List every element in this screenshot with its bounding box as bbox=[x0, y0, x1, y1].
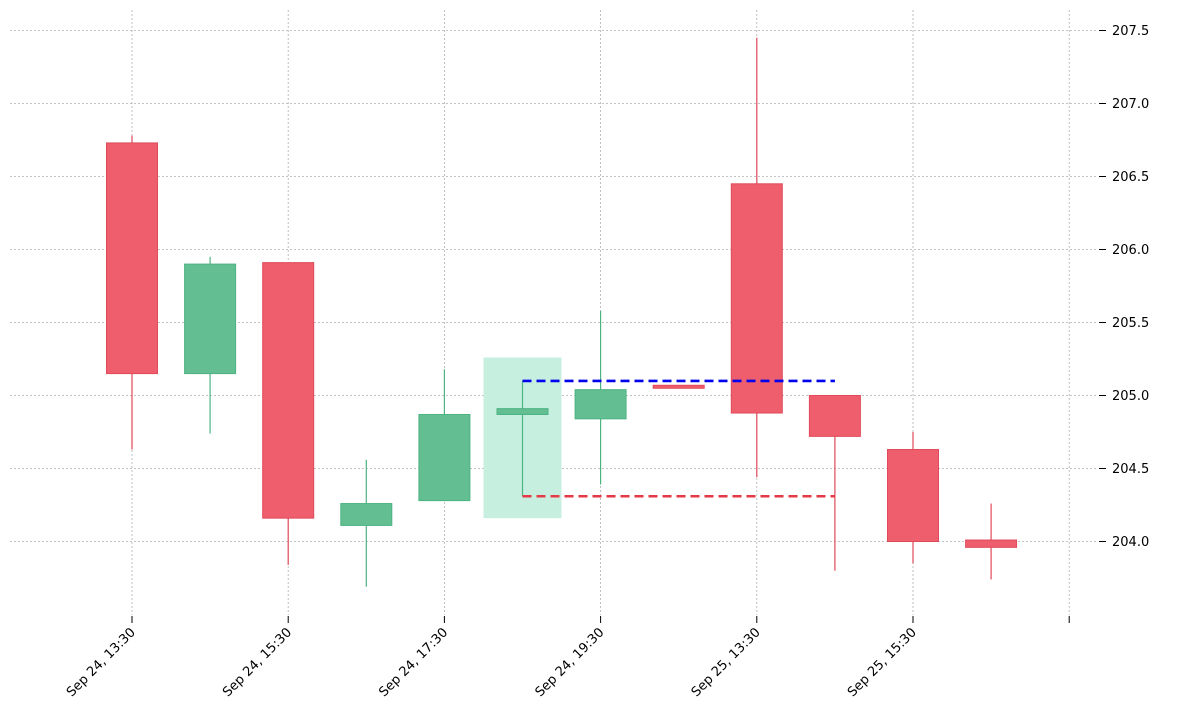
y-tick-label: 206.0 bbox=[1112, 243, 1149, 258]
y-tick-label: 205.5 bbox=[1112, 316, 1149, 331]
x-tick-label: Sep 24, 13:30 bbox=[64, 625, 139, 700]
candle bbox=[730, 37, 783, 478]
candle bbox=[887, 432, 939, 564]
y-tick-label: 207.0 bbox=[1112, 97, 1149, 112]
candle-body bbox=[496, 408, 549, 415]
candle bbox=[965, 503, 1018, 580]
candle-body bbox=[184, 263, 237, 375]
candle bbox=[808, 395, 861, 571]
candle-body bbox=[262, 262, 315, 519]
candle bbox=[574, 310, 627, 485]
candle bbox=[106, 135, 158, 450]
candle-body bbox=[887, 449, 939, 542]
x-tick-label: Sep 24, 17:30 bbox=[376, 625, 451, 700]
candle-body bbox=[808, 395, 861, 437]
x-tick-label: Sep 24, 19:30 bbox=[533, 625, 608, 700]
candle-body bbox=[965, 539, 1018, 548]
candle bbox=[652, 384, 705, 389]
candle-body bbox=[340, 503, 393, 526]
x-tick-label: Sep 25, 13:30 bbox=[689, 625, 764, 700]
level-lines bbox=[522, 379, 835, 498]
candle-body bbox=[574, 389, 627, 420]
candle bbox=[184, 256, 237, 434]
x-tick-label: Sep 24, 15:30 bbox=[220, 625, 295, 700]
candle-body bbox=[652, 384, 705, 389]
y-tick-label: 205.0 bbox=[1112, 389, 1149, 404]
candle-body bbox=[730, 183, 783, 414]
y-tick-label: 204.0 bbox=[1112, 535, 1149, 550]
candle bbox=[418, 369, 471, 502]
candles bbox=[106, 37, 1018, 587]
candle-body bbox=[418, 413, 471, 502]
y-tick-label: 204.5 bbox=[1112, 462, 1149, 477]
y-tick-label: 206.5 bbox=[1112, 170, 1149, 185]
candle bbox=[496, 380, 549, 497]
x-tick-label: Sep 25, 15:30 bbox=[845, 625, 920, 700]
y-tick-label: 207.5 bbox=[1112, 24, 1149, 39]
candle bbox=[262, 262, 315, 565]
candle bbox=[340, 459, 393, 587]
candle-body bbox=[106, 142, 158, 375]
